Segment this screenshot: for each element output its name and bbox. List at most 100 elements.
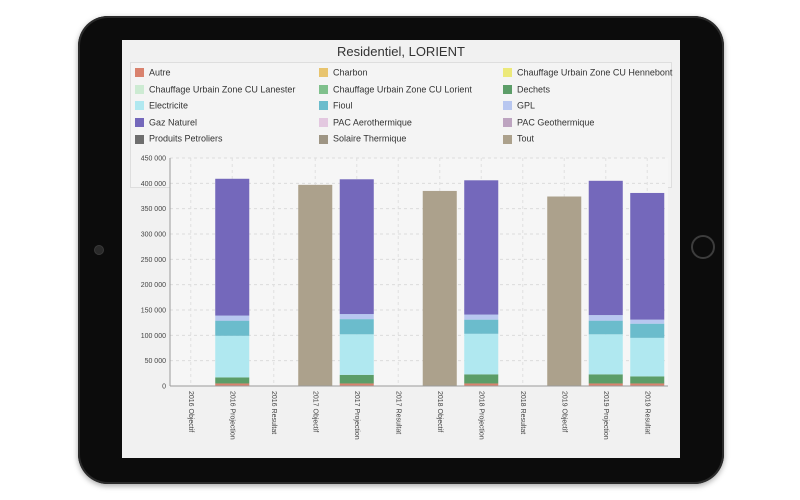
y-tick-label: 300 000 — [141, 232, 166, 239]
bar-segment[interactable] — [464, 314, 499, 320]
camera-icon — [94, 245, 104, 255]
bar-segment[interactable] — [588, 334, 623, 375]
legend-item[interactable]: Charbon — [319, 67, 368, 81]
bar-segment[interactable] — [588, 180, 623, 316]
bar-segment[interactable] — [588, 320, 623, 335]
legend-label: Chauffage Urbain Zone CU Hennebont — [517, 67, 673, 78]
legend-item[interactable]: Gaz Naturel — [135, 117, 197, 131]
bar-segment[interactable] — [630, 319, 665, 324]
y-tick-label: 50 000 — [145, 358, 167, 365]
legend-item[interactable]: Solaire Thermique — [319, 133, 406, 147]
x-tick-label: 2017 Projection — [353, 391, 360, 440]
legend-item[interactable]: Chauffage Urbain Zone CU Lanester — [135, 84, 295, 98]
bar-segment[interactable] — [588, 315, 623, 321]
y-tick-label: 400 000 — [141, 181, 166, 188]
y-tick-label: 100 000 — [141, 333, 166, 340]
legend-swatch — [135, 117, 144, 127]
bar-segment[interactable] — [339, 319, 374, 335]
legend-label: PAC Geothermique — [517, 117, 595, 128]
legend-label: GPL — [517, 100, 536, 111]
y-tick-label: 200 000 — [141, 282, 166, 289]
x-tick-label: 2018 Resultat — [519, 391, 526, 434]
legend-item[interactable]: Autre — [135, 67, 171, 81]
bar-segment[interactable] — [339, 383, 374, 386]
bar-segment[interactable] — [464, 319, 499, 334]
legend-swatch — [503, 84, 512, 94]
y-tick-label: 0 — [162, 384, 166, 391]
x-tick-label: 2016 Projection — [228, 391, 235, 440]
bar-segment[interactable] — [422, 190, 457, 386]
legend-label: Chauffage Urbain Zone CU Lanester — [149, 84, 296, 95]
legend-label: Fioul — [333, 100, 353, 111]
x-tick-label: 2018 Projection — [477, 391, 484, 440]
bar-segment[interactable] — [630, 376, 665, 384]
legend-swatch — [319, 134, 328, 144]
bar-segment[interactable] — [215, 178, 250, 316]
legend-swatch — [319, 84, 328, 94]
y-tick-label: 350 000 — [141, 206, 166, 213]
legend-item[interactable]: Dechets — [503, 84, 550, 98]
legend-swatch — [503, 101, 512, 111]
bar-segment[interactable] — [630, 192, 665, 320]
legend-swatch — [135, 134, 144, 144]
legend-swatch — [135, 84, 144, 94]
legend-item[interactable]: Chauffage Urbain Zone CU Lorient — [319, 84, 472, 98]
y-tick-label: 150 000 — [141, 308, 166, 315]
legend-label: Tout — [517, 134, 535, 145]
plot-background — [170, 158, 668, 386]
bar-segment[interactable] — [339, 334, 374, 375]
bar-segment[interactable] — [215, 383, 250, 386]
x-tick-label: 2017 Resultat — [394, 391, 401, 434]
bar-segment[interactable] — [339, 374, 374, 384]
legend-swatch — [319, 117, 328, 127]
plot-area: 0 50 000 100 000 150 000 200 000 250 000 300 0… — [141, 156, 668, 440]
bar-segment[interactable] — [298, 184, 333, 386]
x-tick-label: 2019 Objectif — [560, 391, 567, 432]
bar-segment[interactable] — [588, 374, 623, 384]
legend-label: Dechets — [517, 84, 551, 95]
legend-item[interactable]: PAC Geothermique — [503, 117, 594, 131]
y-tick-label: 450 000 — [141, 156, 166, 163]
x-tick-label: 2018 Objectif — [436, 391, 443, 432]
bar-segment[interactable] — [630, 383, 665, 386]
legend-label: Gaz Naturel — [149, 117, 198, 128]
chart-title: Residentiel, LORIENT — [337, 44, 465, 59]
legend-swatch — [503, 134, 512, 144]
legend-label: Chauffage Urbain Zone CU Lorient — [333, 84, 472, 95]
bar-segment[interactable] — [630, 337, 665, 377]
home-button[interactable] — [691, 235, 715, 259]
x-tick-label: 2016 Resultat — [270, 391, 277, 434]
bar-segment[interactable] — [630, 323, 665, 338]
bar-segment[interactable] — [464, 180, 499, 315]
x-tick-label: 2017 Objectif — [311, 391, 318, 432]
legend-item[interactable]: Produits Petroliers — [135, 133, 223, 147]
legend-swatch — [135, 68, 144, 78]
bar-segment[interactable] — [339, 314, 374, 320]
legend-label: Produits Petroliers — [149, 134, 223, 145]
bar-segment[interactable] — [215, 377, 250, 384]
legend-label: Solaire Thermique — [333, 134, 407, 145]
bar-segment[interactable] — [215, 315, 250, 321]
legend-item[interactable]: GPL — [503, 100, 535, 114]
legend-label: Electricite — [149, 100, 189, 111]
legend-label: Charbon — [333, 67, 368, 78]
legend-item[interactable]: Chauffage Urbain Zone CU Hennebont — [503, 67, 672, 81]
x-tick-label: 2019 Resultat — [643, 391, 650, 434]
x-tick-label: 2016 Objectif — [187, 391, 194, 432]
bar-segment[interactable] — [464, 374, 499, 384]
bar-segment[interactable] — [339, 179, 374, 315]
y-tick-label: 250 000 — [141, 257, 166, 264]
screen: Residentiel, LORIENT Autre Charbon Chauffa… — [122, 40, 680, 458]
bar-segment[interactable] — [215, 335, 250, 378]
bar-segment[interactable] — [464, 333, 499, 375]
bar-segment[interactable] — [588, 383, 623, 386]
bar-segment[interactable] — [464, 383, 499, 386]
legend-item[interactable]: PAC Aerothermique — [319, 117, 412, 131]
legend-label: Autre — [149, 67, 171, 78]
legend-label: PAC Aerothermique — [333, 117, 412, 128]
legend-item[interactable]: Electricite — [135, 100, 188, 114]
bar-segment[interactable] — [215, 320, 250, 336]
bar-segment[interactable] — [547, 196, 582, 386]
legend-item[interactable]: Tout — [503, 133, 534, 147]
legend-item[interactable]: Fioul — [319, 100, 353, 114]
